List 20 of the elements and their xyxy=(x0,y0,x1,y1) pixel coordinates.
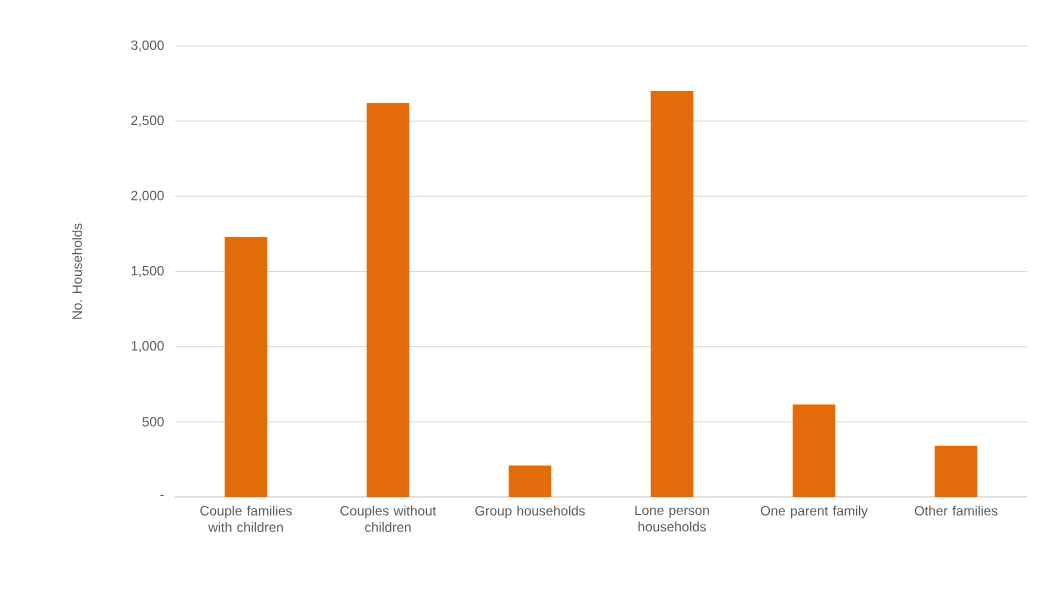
bar xyxy=(366,103,410,497)
bar xyxy=(934,445,978,497)
bar xyxy=(224,236,268,497)
y-tick-label: 2,000 xyxy=(131,190,164,202)
y-tick-label: 1,500 xyxy=(131,265,164,278)
y-tick-label: 1,000 xyxy=(131,341,164,353)
y-axis-title: No. Households xyxy=(72,223,82,319)
x-tick-label: Lone person households xyxy=(635,505,709,532)
bar xyxy=(508,465,552,497)
x-tick-label: One parent family xyxy=(760,505,868,519)
y-tick-label: - xyxy=(160,494,164,496)
bar xyxy=(792,404,836,497)
bar xyxy=(650,91,694,497)
x-tick-label: Couples without children xyxy=(340,505,437,532)
x-tick-label: Couple families with children xyxy=(200,505,292,532)
y-tick-label: 2,500 xyxy=(131,115,164,127)
y-tick-label: 500 xyxy=(142,417,164,427)
y-tick-label: 3,000 xyxy=(131,40,164,52)
x-tick-label: Other families xyxy=(914,505,998,516)
x-tick-label: Group households xyxy=(475,505,585,519)
